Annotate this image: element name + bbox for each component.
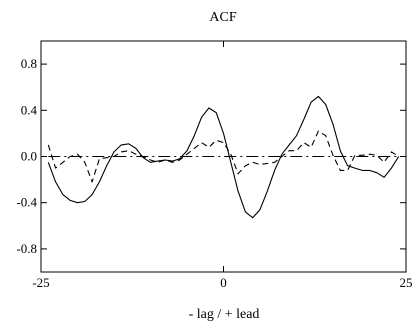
y-tick-label: -0.8 [16, 241, 37, 256]
series-line-solid [47, 95, 400, 219]
chart-title: ACF [209, 10, 236, 25]
y-tick-label: 0.8 [21, 56, 37, 71]
x-tick-label: -25 [32, 275, 49, 290]
series-layer [47, 95, 400, 219]
y-tick-label: 0.4 [21, 102, 38, 117]
x-axis: -25 0 25 [32, 41, 413, 290]
x-axis-label: - lag / + lead [189, 307, 260, 322]
y-tick-label: 0.0 [21, 149, 37, 164]
series-line-dash [47, 130, 399, 183]
x-tick-label: 25 [400, 275, 413, 290]
y-axis: 0.8 0.4 0.0 -0.4 -0.8 [16, 56, 406, 256]
y-tick-label: -0.4 [16, 195, 37, 210]
x-tick-label: 0 [220, 275, 227, 290]
